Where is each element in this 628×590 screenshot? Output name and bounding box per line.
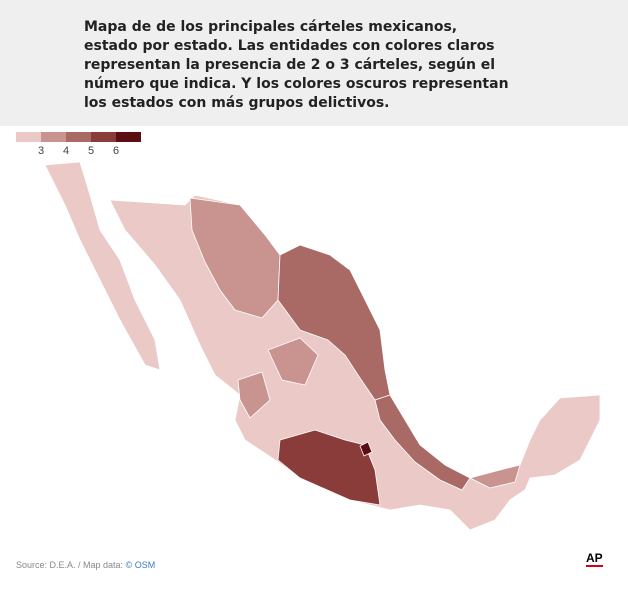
legend-swatch (16, 132, 41, 142)
legend-label: 3 (38, 145, 44, 157)
veracruz (374, 394, 471, 491)
morelos (359, 441, 373, 457)
legend-label: 4 (63, 145, 69, 157)
legend: 3 4 5 6 (16, 132, 141, 157)
sinaloa-durango (237, 371, 271, 419)
mexico (44, 161, 601, 531)
legend-swatch (116, 132, 141, 142)
source: Source: D.E.A. / Map data: © OSM (16, 560, 155, 570)
osm-link[interactable]: © OSM (125, 560, 156, 570)
title: Mapa de de los principales cárteles mexi… (84, 19, 509, 111)
zacatecas (267, 337, 319, 386)
legend-swatch (41, 132, 66, 142)
legend-swatch (91, 132, 116, 142)
baja-california (44, 161, 161, 371)
legend-swatch (66, 132, 91, 142)
source-text: Source: D.E.A. / Map data: (16, 560, 126, 570)
michoacan-guerrero (277, 429, 381, 506)
header: Mapa de de los principales cárteles mexi… (0, 0, 628, 126)
legend-label: 6 (113, 145, 119, 157)
chihuahua (189, 197, 281, 319)
legend-label: 5 (88, 145, 94, 157)
tabasco (469, 464, 521, 489)
ap-logo: AP (586, 551, 603, 567)
